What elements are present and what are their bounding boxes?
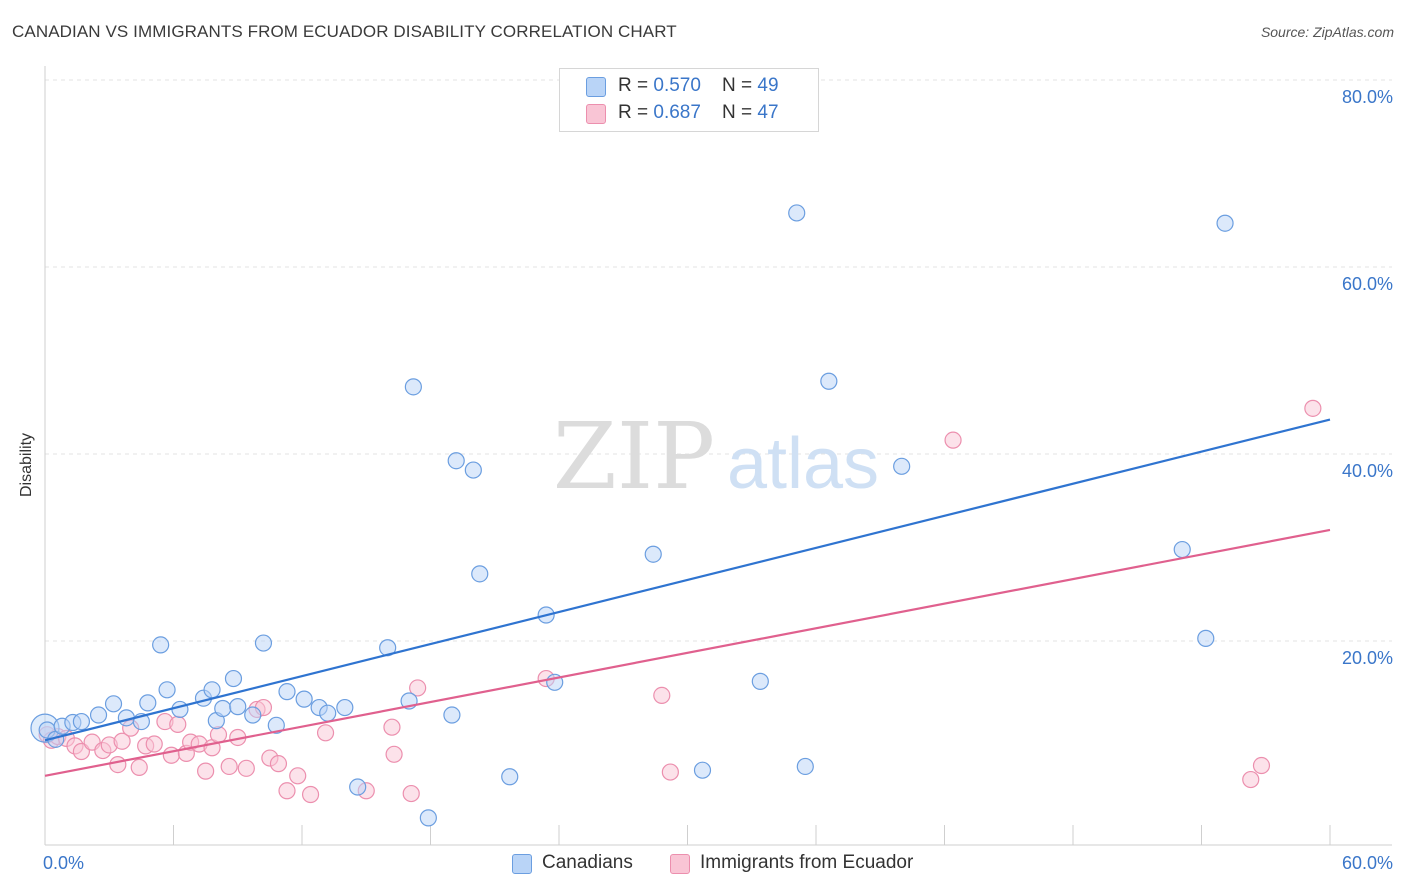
data-point: [169, 715, 187, 733]
data-point: [788, 204, 806, 222]
data-point: [349, 778, 367, 796]
bottom-legend-swatch-ecuador: [670, 854, 690, 874]
data-point: [447, 452, 465, 470]
watermark: ZIP atlas: [553, 403, 879, 510]
data-point: [820, 372, 838, 390]
data-point: [402, 784, 420, 803]
data-point: [289, 767, 307, 785]
y-axis-label: Disability: [18, 432, 35, 497]
data-point: [244, 706, 262, 724]
data-point: [751, 672, 769, 690]
data-point: [893, 457, 911, 475]
legend-n-value: 49: [757, 75, 779, 96]
data-point: [220, 757, 238, 776]
data-point: [209, 726, 228, 744]
data-point: [152, 636, 170, 654]
data-point: [130, 758, 148, 776]
data-point: [104, 695, 123, 713]
data-point: [278, 683, 296, 701]
legend-n-label: N =: [722, 102, 758, 123]
data-point: [501, 768, 519, 786]
tick-labels: 20.0% 40.0% 60.0% 80.0% 0.0% 60.0%: [43, 87, 1393, 873]
data-point: [796, 757, 814, 776]
watermark-atlas: atlas: [727, 424, 879, 504]
legend-n-label: N =: [722, 75, 758, 96]
data-point: [1216, 214, 1234, 232]
data-point: [89, 706, 108, 724]
x-tick-label: 0.0%: [43, 853, 84, 873]
data-point: [693, 761, 712, 779]
data-point: [1252, 756, 1271, 775]
correlation-legend: R = 0.570 N = 49 R = 0.687 N = 47: [559, 68, 819, 132]
chart-title: CANADIAN VS IMMIGRANTS FROM ECUADOR DISA…: [12, 22, 677, 41]
bottom-legend-label: Immigrants from Ecuador: [700, 852, 914, 873]
data-point: [653, 686, 671, 705]
data-point: [72, 712, 91, 731]
data-point: [316, 724, 335, 742]
data-point: [254, 634, 273, 652]
data-point: [644, 545, 662, 563]
legend-swatch-ecuador: [586, 104, 606, 124]
data-point: [145, 735, 163, 753]
data-point: [224, 669, 243, 688]
data-point: [197, 762, 215, 780]
axes: [44, 66, 1392, 846]
x-tick-label: 60.0%: [1342, 853, 1393, 873]
data-point: [229, 698, 247, 716]
data-point: [139, 694, 157, 712]
data-point: [1242, 770, 1260, 789]
data-point: [113, 732, 131, 750]
data-point: [404, 378, 422, 396]
data-point: [385, 745, 403, 763]
data-point: [419, 809, 437, 827]
data-point: [383, 718, 401, 736]
data-point: [269, 755, 288, 773]
bottom-legend-label: Canadians: [542, 852, 633, 873]
data-point: [409, 679, 427, 697]
data-point: [295, 690, 313, 708]
y-tick-label: 60.0%: [1342, 274, 1393, 294]
data-point: [203, 681, 221, 699]
data-point: [278, 782, 296, 800]
legend-n-value: 47: [757, 102, 779, 123]
data-point: [301, 785, 320, 804]
data-point: [336, 698, 354, 717]
data-point: [443, 706, 461, 724]
data-point: [1197, 629, 1215, 647]
data-point: [109, 755, 127, 774]
data-point: [944, 431, 962, 449]
legend-r-value: 0.570: [653, 75, 701, 96]
trend-lines: [44, 418, 1331, 777]
data-point: [661, 763, 679, 781]
legend-r-value: 0.687: [653, 102, 701, 123]
data-point: [214, 699, 232, 718]
data-point: [158, 681, 176, 699]
y-tick-label: 20.0%: [1342, 648, 1393, 668]
watermark-zip: ZIP: [553, 403, 715, 510]
data-point: [237, 759, 255, 777]
data-point: [171, 700, 189, 719]
y-tick-label: 80.0%: [1342, 87, 1393, 107]
bottom-legend-swatch-canadians: [512, 854, 532, 874]
legend-r-label: R =: [618, 75, 654, 96]
data-point: [267, 716, 285, 734]
data-point: [471, 565, 489, 583]
trend-line-ecuador: [44, 528, 1331, 777]
data-point: [319, 704, 337, 722]
legend-r-label: R =: [618, 102, 654, 123]
legend-swatch-canadians: [586, 77, 606, 97]
data-point: [1304, 399, 1322, 417]
data-point: [464, 461, 482, 479]
y-tick-label: 40.0%: [1342, 461, 1393, 481]
data-point: [1173, 540, 1191, 559]
trend-line-canadians: [44, 418, 1331, 742]
source-label: Source: ZipAtlas.com: [1260, 24, 1394, 40]
